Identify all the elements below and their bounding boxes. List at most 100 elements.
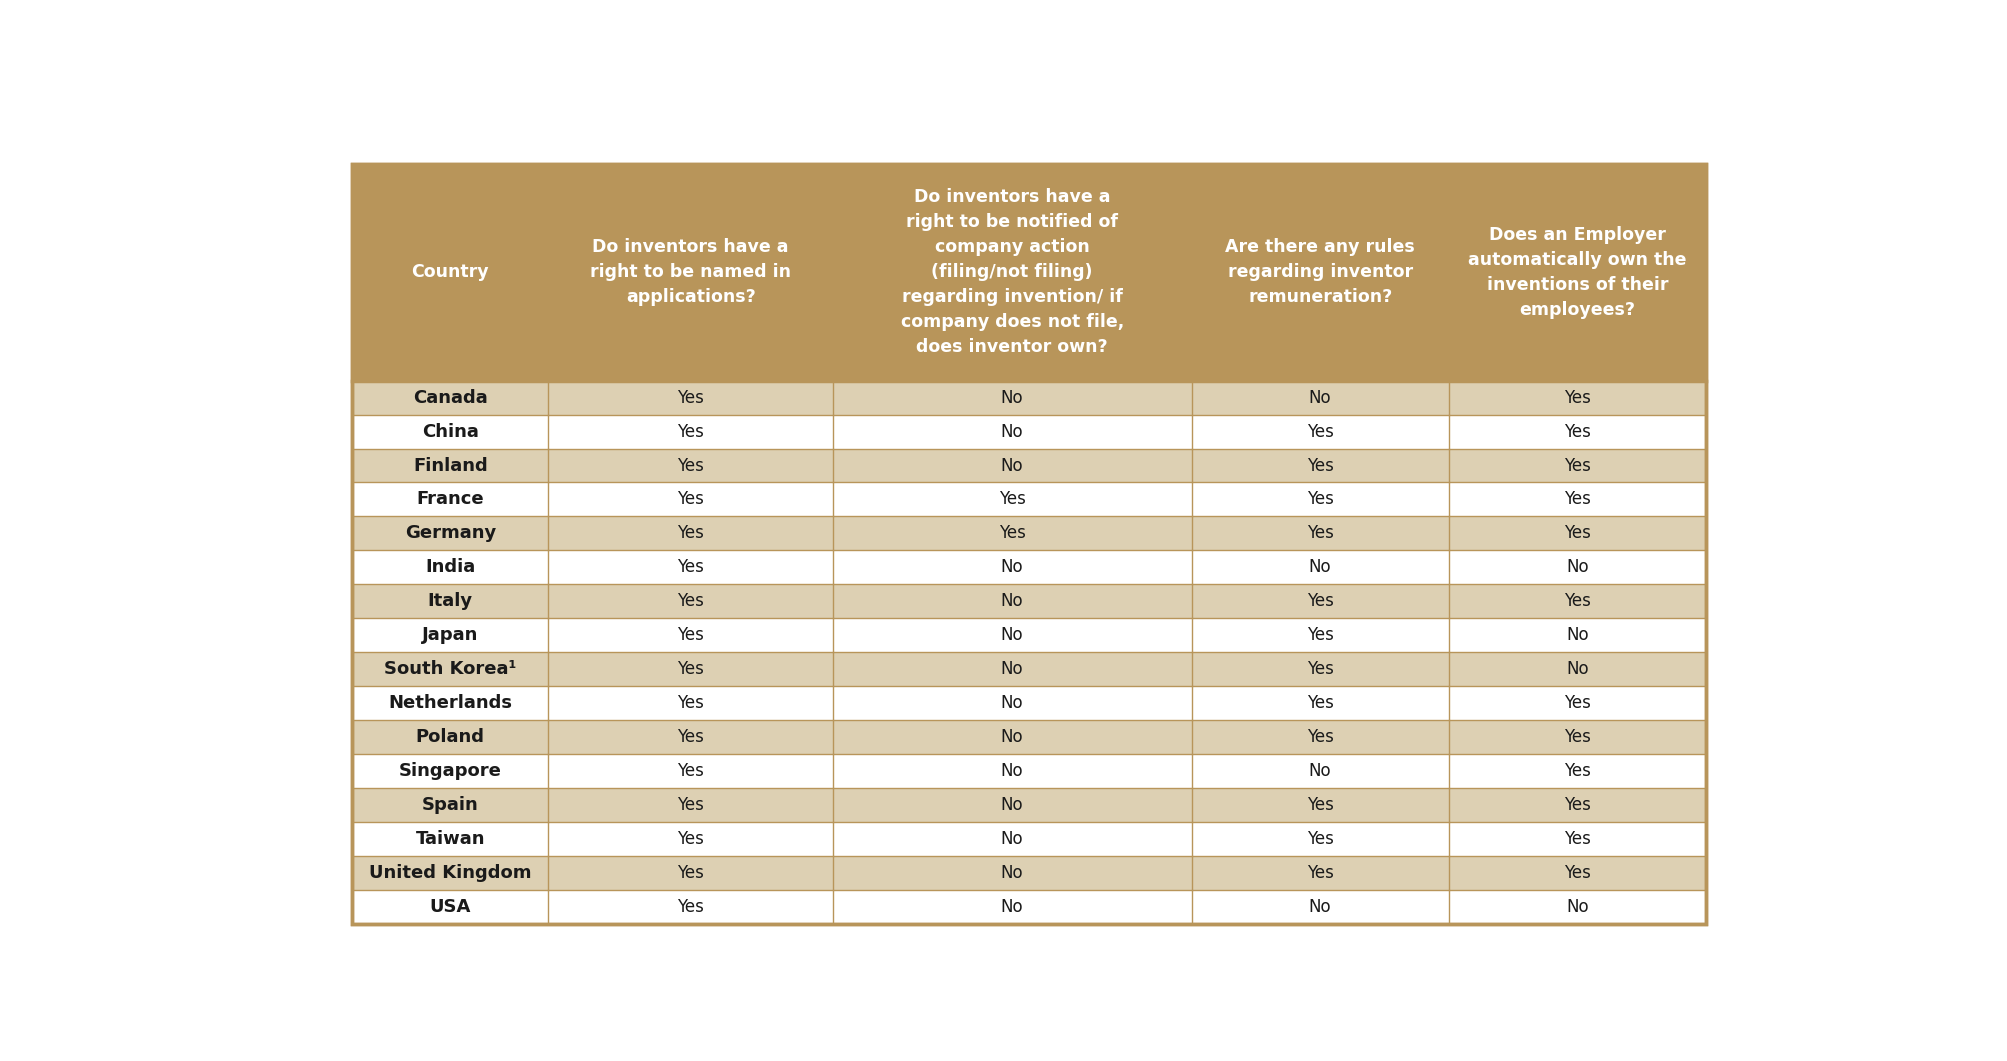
Text: Yes: Yes (1563, 796, 1590, 814)
Bar (351, 483, 548, 517)
Text: Yes: Yes (1563, 456, 1590, 474)
Bar (548, 517, 833, 551)
Bar (548, 585, 833, 619)
Text: No: No (999, 456, 1024, 474)
Bar (1449, 856, 1706, 890)
Text: Yes: Yes (1563, 830, 1590, 848)
Text: Yes: Yes (1307, 524, 1333, 542)
Bar (833, 483, 1190, 517)
Bar (1190, 856, 1449, 890)
Bar (548, 890, 833, 924)
Text: Yes: Yes (1307, 830, 1333, 848)
Bar (833, 822, 1190, 856)
Bar (1449, 754, 1706, 788)
Bar (351, 856, 548, 890)
Bar (548, 720, 833, 754)
Text: No: No (1565, 626, 1588, 644)
Text: No: No (999, 694, 1024, 712)
Text: No: No (999, 660, 1024, 678)
Bar (1449, 890, 1706, 924)
Bar (1190, 449, 1449, 483)
Text: India: India (425, 558, 476, 576)
Bar (833, 653, 1190, 686)
Text: No: No (1309, 898, 1331, 916)
Text: Yes: Yes (1307, 660, 1333, 678)
Bar (833, 856, 1190, 890)
Bar (351, 890, 548, 924)
Bar (1449, 483, 1706, 517)
Text: No: No (1565, 898, 1588, 916)
Text: Yes: Yes (1563, 524, 1590, 542)
Bar (1190, 686, 1449, 720)
Bar (1190, 585, 1449, 619)
Bar (833, 164, 1190, 381)
Text: Yes: Yes (1563, 728, 1590, 746)
Bar (1449, 788, 1706, 822)
Text: Does an Employer
automatically own the
inventions of their
employees?: Does an Employer automatically own the i… (1467, 226, 1686, 319)
Text: No: No (999, 558, 1024, 576)
Bar (1190, 619, 1449, 653)
Bar (1190, 381, 1449, 415)
Text: China: China (421, 422, 478, 440)
Text: Netherlands: Netherlands (387, 694, 512, 712)
Bar (833, 585, 1190, 619)
Bar (833, 619, 1190, 653)
Bar (1190, 822, 1449, 856)
Bar (1449, 517, 1706, 551)
Text: Yes: Yes (1307, 796, 1333, 814)
Bar (833, 720, 1190, 754)
Text: No: No (999, 388, 1024, 406)
Text: Yes: Yes (676, 762, 704, 780)
Text: Yes: Yes (676, 422, 704, 440)
Text: Yes: Yes (1563, 694, 1590, 712)
Bar (1449, 415, 1706, 449)
Text: No: No (999, 626, 1024, 644)
Bar (1190, 517, 1449, 551)
Text: Spain: Spain (421, 796, 478, 814)
Text: Yes: Yes (676, 558, 704, 576)
Text: Yes: Yes (676, 660, 704, 678)
Bar (548, 686, 833, 720)
Bar (1190, 551, 1449, 585)
Text: Do inventors have a
right to be named in
applications?: Do inventors have a right to be named in… (590, 239, 791, 307)
Text: Italy: Italy (427, 592, 472, 610)
Text: Yes: Yes (1563, 864, 1590, 882)
Text: No: No (999, 796, 1024, 814)
Bar (1449, 686, 1706, 720)
Text: Yes: Yes (676, 898, 704, 916)
Bar (833, 381, 1190, 415)
Bar (351, 164, 1706, 924)
Text: No: No (999, 728, 1024, 746)
Text: Yes: Yes (1563, 388, 1590, 406)
Bar (351, 164, 548, 381)
Text: South Korea¹: South Korea¹ (383, 660, 516, 678)
Bar (548, 483, 833, 517)
Bar (351, 164, 1706, 924)
Bar (833, 449, 1190, 483)
Bar (548, 788, 833, 822)
Text: Yes: Yes (676, 592, 704, 610)
Bar (1449, 585, 1706, 619)
Bar (833, 551, 1190, 585)
Bar (833, 754, 1190, 788)
Bar (1190, 415, 1449, 449)
Text: No: No (999, 592, 1024, 610)
Text: Finland: Finland (413, 456, 488, 474)
Bar (1190, 720, 1449, 754)
Bar (351, 788, 548, 822)
Bar (548, 551, 833, 585)
Text: Yes: Yes (1307, 694, 1333, 712)
Text: No: No (1565, 558, 1588, 576)
Text: Yes: Yes (1563, 762, 1590, 780)
Bar (1190, 788, 1449, 822)
Bar (351, 517, 548, 551)
Text: Yes: Yes (997, 524, 1026, 542)
Bar (548, 164, 833, 381)
Bar (548, 415, 833, 449)
Text: No: No (999, 864, 1024, 882)
Text: Poland: Poland (415, 728, 484, 746)
Bar (1449, 164, 1706, 381)
Text: No: No (999, 422, 1024, 440)
Bar (1190, 890, 1449, 924)
Text: Yes: Yes (676, 830, 704, 848)
